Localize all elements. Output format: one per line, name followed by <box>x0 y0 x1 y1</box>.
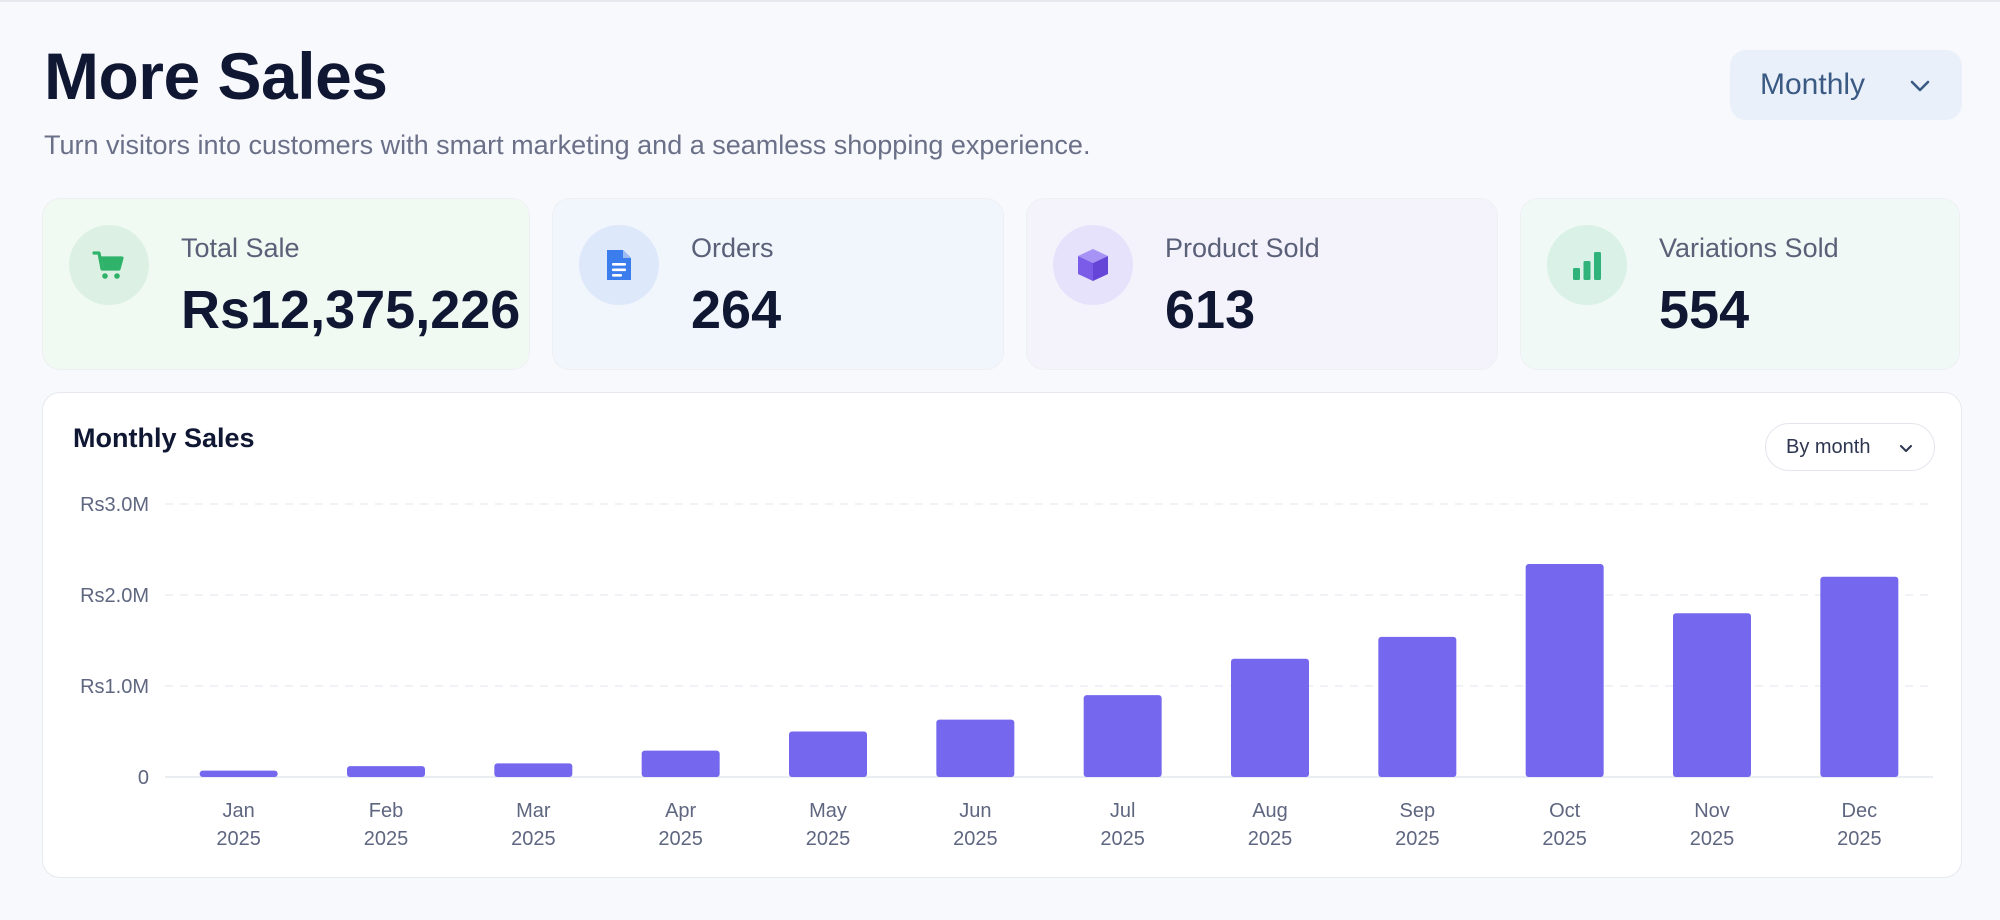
x-tick-label: Mar 2025 <box>511 800 556 850</box>
top-divider <box>0 0 2000 2</box>
stat-value: 554 <box>1659 280 1750 340</box>
chart-title: Monthly Sales <box>73 423 255 453</box>
bar-sep-2025[interactable] <box>1378 636 1457 777</box>
bar-dec-2025[interactable] <box>1820 576 1899 777</box>
bar-jan-2025[interactable] <box>199 770 278 777</box>
bar-nov-2025[interactable] <box>1673 613 1751 777</box>
stat-label: Total Sale <box>181 233 300 263</box>
chart-grouping-dropdown[interactable]: By month <box>1765 423 1935 471</box>
stat-value: 613 <box>1165 280 1256 340</box>
bar-feb-2025[interactable] <box>347 766 425 777</box>
y-tick-label: Rs3.0M <box>80 494 149 516</box>
y-tick-label: Rs2.0M <box>80 585 149 607</box>
stat-label: Orders <box>691 233 774 263</box>
x-tick-label: Jun 2025 <box>953 800 998 850</box>
stat-card-product-sold: Product Sold 613 <box>1026 198 1498 370</box>
stat-card-total-sale: Total Sale Rs12,375,226 <box>42 198 530 370</box>
stat-value: 264 <box>691 280 782 340</box>
bar-mar-2025[interactable] <box>494 763 573 777</box>
monthly-sales-bar-chart: 0 Rs1.0M Rs2.0M Rs3.0M Jan 2025 Feb 2025 Mar 2025… <box>80 494 1933 850</box>
y-tick-label: Rs1.0M <box>80 676 149 698</box>
document-icon <box>579 225 659 305</box>
stat-card-variations-sold: Variations Sold 554 <box>1520 198 1960 370</box>
x-tick-label: Aug 2025 <box>1248 800 1293 850</box>
x-tick-label: Sep 2025 <box>1395 800 1440 850</box>
y-tick-label: 0 <box>138 767 149 789</box>
page-subtitle: Turn visitors into customers with smart … <box>44 130 1091 160</box>
x-tick-label: May 2025 <box>806 800 851 850</box>
x-tick-label: Jan 2025 <box>216 800 261 850</box>
x-tick-label: Apr 2025 <box>658 800 703 850</box>
stat-value: Rs12,375,226 <box>181 280 521 340</box>
bar-jun-2025[interactable] <box>936 719 1015 777</box>
page-title: More Sales <box>44 39 388 113</box>
bar-apr-2025[interactable] <box>641 750 720 777</box>
shopping-cart-icon <box>69 225 149 305</box>
x-tick-label: Jul 2025 <box>1100 800 1145 850</box>
x-tick-label: Dec 2025 <box>1837 800 1882 850</box>
chart-grouping-label: By month <box>1786 435 1871 458</box>
x-tick-label: Nov 2025 <box>1690 800 1735 850</box>
period-dropdown[interactable]: Monthly <box>1730 50 1962 120</box>
chevron-down-icon <box>1900 445 1912 452</box>
bar-may-2025[interactable] <box>789 731 867 778</box>
bar-aug-2025[interactable] <box>1231 658 1309 777</box>
monthly-sales-panel: Monthly Sales By month 0 Rs1.0M Rs2.0M Rs3.… <box>42 392 1962 878</box>
bar-chart-icon <box>1547 225 1627 305</box>
cube-icon <box>1053 225 1133 305</box>
stat-label: Product Sold <box>1165 233 1320 263</box>
period-dropdown-label: Monthly <box>1760 68 1866 101</box>
x-tick-label: Feb 2025 <box>364 800 409 850</box>
stat-label: Variations Sold <box>1659 233 1839 263</box>
x-tick-label: Oct 2025 <box>1542 800 1587 850</box>
stat-card-orders: Orders 264 <box>552 198 1004 370</box>
chevron-down-icon <box>1910 80 1930 92</box>
bar-oct-2025[interactable] <box>1525 564 1604 777</box>
bar-jul-2025[interactable] <box>1083 695 1162 777</box>
